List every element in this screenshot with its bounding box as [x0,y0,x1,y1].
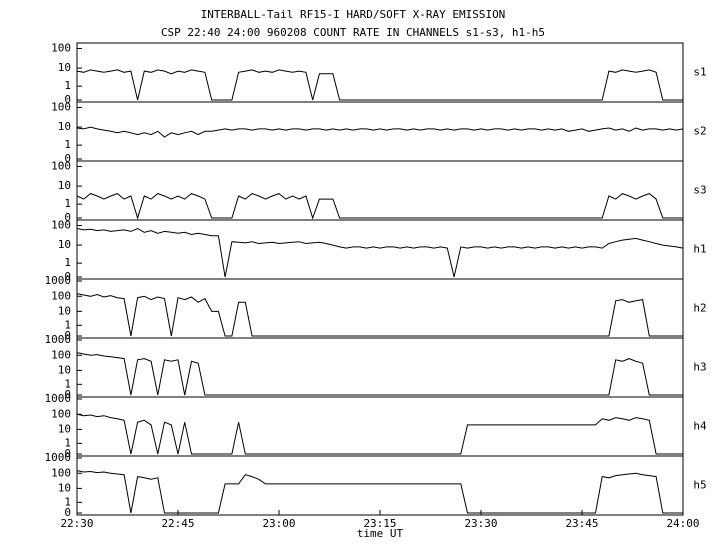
chart-subtitle: CSP 22:40 24:00 960208 COUNT RATE IN CHA… [161,26,545,39]
x-axis-label: time UT [357,527,404,540]
y-tick-label: 10 [58,481,71,494]
y-tick-label: 10 [58,238,71,251]
series-line [76,352,683,396]
y-tick-label: 1 [64,377,71,390]
panel-label: h3 [693,361,706,374]
x-tick-label: 22:30 [60,517,93,530]
chart-title: INTERBALL-Tail RF15-I HARD/SOFT X-RAY EM… [201,8,506,21]
y-tick-label: 0 [64,270,71,283]
y-tick-label: 10 [58,304,71,317]
y-tick-label: 100 [51,159,71,172]
y-tick-label: 1 [64,495,71,508]
y-tick-label: 0 [64,152,71,165]
y-tick-label: 10 [58,120,71,133]
x-tick-label: 23:30 [464,517,497,530]
y-tick-label: 1 [64,256,71,269]
x-tick-label: 23:15 [363,517,396,530]
series-line [76,227,684,278]
panel-label: h2 [693,302,706,315]
y-tick-label: 0 [64,447,71,460]
y-tick-label: 0 [64,211,71,224]
y-tick-label: 1 [64,138,71,151]
x-tick-label: 22:45 [161,517,194,530]
series-line [76,293,683,337]
y-tick-label: 1000 [45,333,72,346]
y-tick-label: 10 [58,179,71,192]
y-tick-label: 100 [51,218,71,231]
y-tick-label: 100 [51,348,71,361]
y-tick-label: 100 [51,41,71,54]
y-tick-label: 100 [51,407,71,420]
panel-label: h5 [693,479,706,492]
x-tick-label: 23:45 [565,517,598,530]
y-tick-label: 100 [51,466,71,479]
panel-label: s2 [693,125,706,138]
y-tick-label: 10 [58,363,71,376]
series-line [76,69,683,101]
y-tick-label: 100 [51,100,71,113]
panel-label: h4 [693,420,707,433]
y-tick-label: 10 [58,422,71,435]
y-tick-label: 10 [58,61,71,74]
y-tick-label: 0 [64,329,71,342]
series-line [76,126,684,138]
y-tick-label: 1000 [45,274,72,287]
y-tick-label: 0 [64,93,71,106]
panel-label: s3 [693,184,706,197]
y-tick-label: 0 [64,506,71,519]
y-tick-label: 1 [64,79,71,92]
y-tick-label: 1 [64,197,71,210]
series-line [76,413,683,455]
x-tick-label: 23:00 [262,517,295,530]
y-tick-label: 1 [64,436,71,449]
y-tick-label: 1 [64,318,71,331]
series-line [76,193,683,220]
y-tick-label: 0 [64,388,71,401]
y-tick-label: 1000 [45,392,72,405]
panel-label: h1 [693,243,706,256]
series-line [76,470,683,514]
x-tick-label: 24:00 [666,517,699,530]
panel-label: s1 [693,66,706,79]
y-tick-label: 100 [51,289,71,302]
y-tick-label: 1000 [45,451,72,464]
